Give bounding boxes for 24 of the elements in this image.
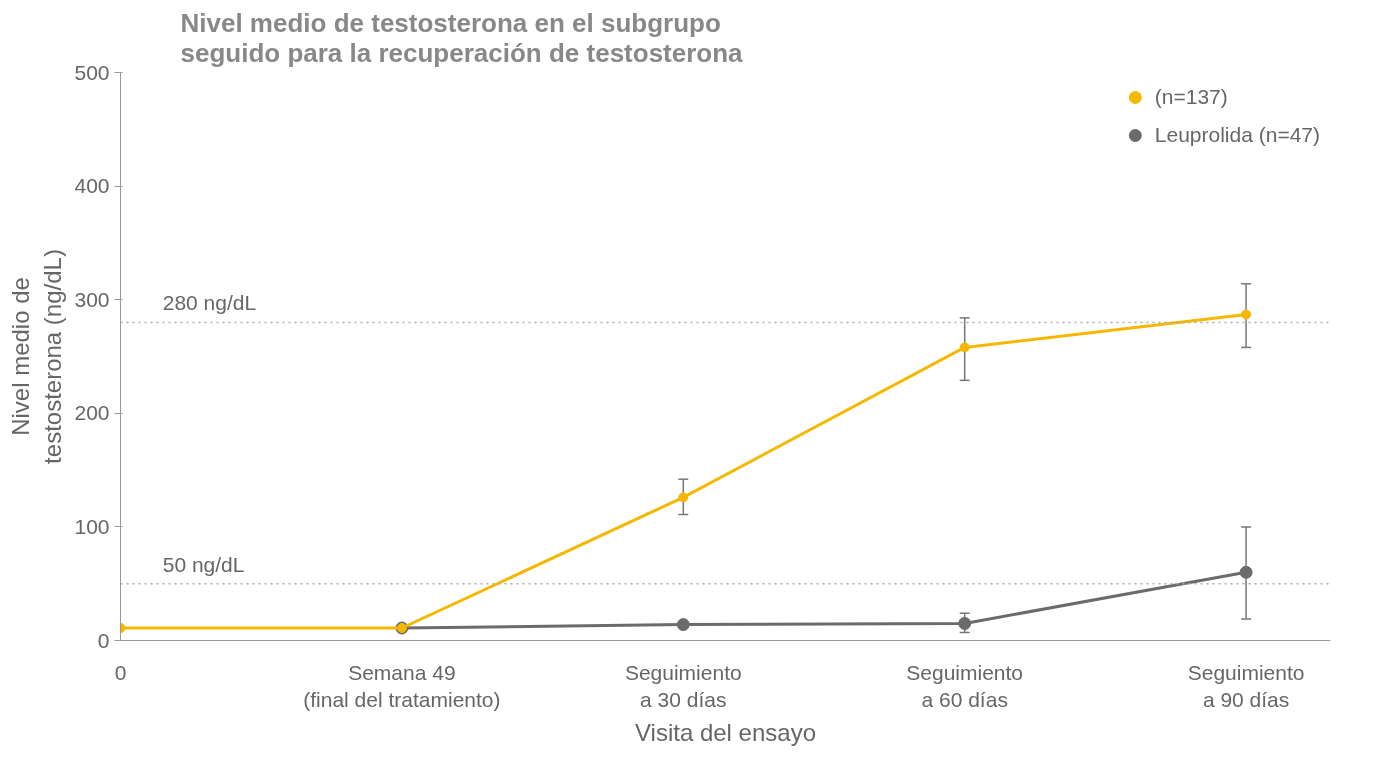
legend-label: (n=137) (1154, 85, 1228, 109)
point (1239, 565, 1253, 579)
y-tick-label: 400 (74, 174, 110, 198)
point (958, 616, 972, 630)
y-tick-label: 500 (74, 60, 110, 84)
x-axis-title: Visita del ensayo (635, 719, 817, 747)
x-tick-label: Semana 49 (final del tratamiento) (303, 660, 501, 712)
x-tick-label: Seguimiento a 30 días (624, 660, 742, 712)
ref-line-label: 50 ng/dL (162, 552, 245, 576)
y-tick-label: 0 (97, 628, 110, 652)
y-tick-label: 100 (74, 514, 110, 538)
chart-title: Nivel medio de testosterona en el subgrupo seguido para la recuperación de testosterona (180, 7, 744, 68)
y-axis-title: Nivel medio de testosterona (ng/dL) (7, 249, 67, 464)
legend-label: Leuprolida (n=47) (1154, 123, 1320, 147)
x-tick-label: Seguimiento a 90 días (1187, 660, 1305, 712)
x-tick-label: 0 (114, 660, 127, 684)
x-tick-label: Seguimiento a 60 días (906, 660, 1024, 712)
point (959, 342, 970, 353)
point (676, 618, 690, 632)
y-tick-label: 300 (74, 287, 110, 311)
y-tick-label: 200 (74, 401, 110, 425)
point (1241, 309, 1252, 320)
ref-line-label: 280 ng/dL (162, 291, 257, 315)
point (678, 492, 689, 503)
